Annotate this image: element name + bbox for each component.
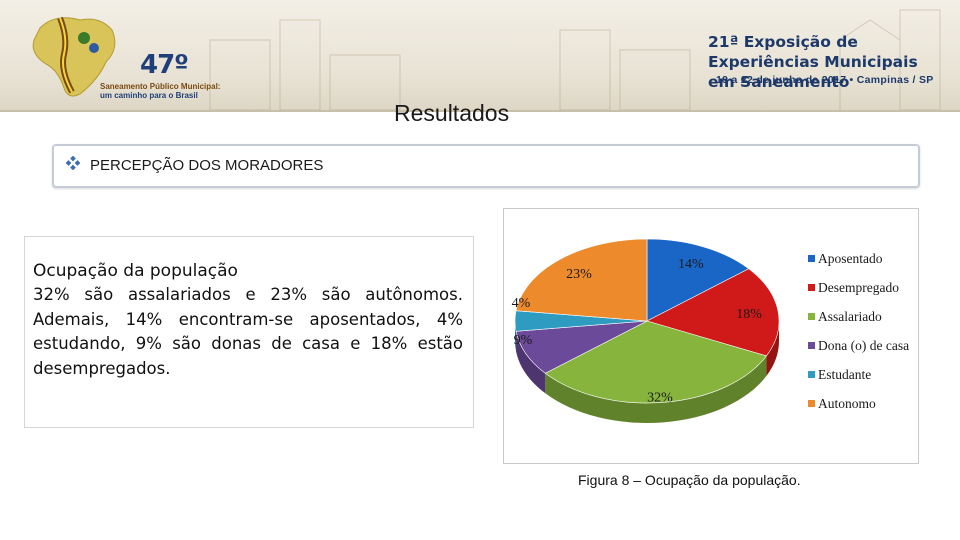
pie-data-label: 4%: [512, 296, 531, 311]
pie-slice-desempregado: [646, 268, 780, 357]
figure-caption: Figura 8 – Ocupação da população.: [578, 472, 801, 488]
legend-swatch: [808, 371, 815, 378]
logo-tagline-2: um caminho para o Brasil: [100, 91, 198, 100]
legend-label: Autonomo: [818, 396, 876, 411]
logo-tagline-1: Saneamento Público Municipal:: [100, 82, 221, 91]
pie-data-label: 23%: [566, 267, 592, 282]
pie-data-label: 9%: [514, 333, 533, 348]
legend-swatch: [808, 313, 815, 320]
pie-slice-side-assalariado: [545, 355, 767, 423]
legend-label: Desempregado: [818, 280, 899, 295]
legend-label: Aposentado: [818, 251, 883, 266]
pie-data-label: 14%: [678, 257, 704, 272]
chart-frame: 14% 18% 32% 9% 4% 23% Aposentado Desempregado A…: [503, 208, 919, 464]
pie-slice-aposentado: [646, 238, 750, 322]
pie-chart: 14% 18% 32% 9% 4% 23% Aposentado Desempregado A…: [512, 238, 909, 423]
legend-swatch: [808, 342, 815, 349]
banner-divider: [0, 110, 960, 112]
slide-title: Resultados: [394, 100, 510, 126]
event-title: 21ª Exposição de Experiências Municipais…: [708, 33, 918, 91]
description-box: Ocupação da população 32% são assalariad…: [24, 236, 474, 428]
pie-slice-side-dona-o-de-casa: [516, 331, 546, 394]
event-dates: 19 a 22 de junho de 2017 • Campinas / SP: [716, 74, 934, 86]
pie-slice-assalariado: [544, 320, 767, 404]
description-heading: Ocupação da população: [33, 261, 238, 281]
section-title: PERCEPÇÃO DOS MORADORES: [90, 157, 324, 174]
diamond-bullet-icon: [66, 156, 80, 170]
logo-number: 47º: [140, 50, 189, 80]
pie-slice-autonomo: [515, 238, 648, 322]
brazil-map-logo-icon: [32, 16, 116, 97]
legend-swatch: [808, 284, 815, 291]
pie-data-label: 18%: [736, 307, 762, 322]
legend-swatch: [808, 400, 815, 407]
header-banner: 47º Saneamento Público Municipal: um cam…: [0, 0, 960, 112]
pie-slice-side-desempregado: [766, 321, 779, 376]
event-logo: 47º Saneamento Público Municipal: um cam…: [20, 8, 220, 104]
section-header: PERCEPÇÃO DOS MORADORES: [52, 144, 920, 188]
description-body: 32% são assalariados e 23% são autônomos…: [33, 285, 463, 378]
legend-label: Estudante: [818, 367, 871, 382]
legend-swatch: [808, 255, 815, 262]
legend-label: Dona (o) de casa: [818, 338, 909, 353]
legend-label: Assalariado: [818, 309, 882, 324]
pie-data-label: 32%: [647, 391, 673, 406]
